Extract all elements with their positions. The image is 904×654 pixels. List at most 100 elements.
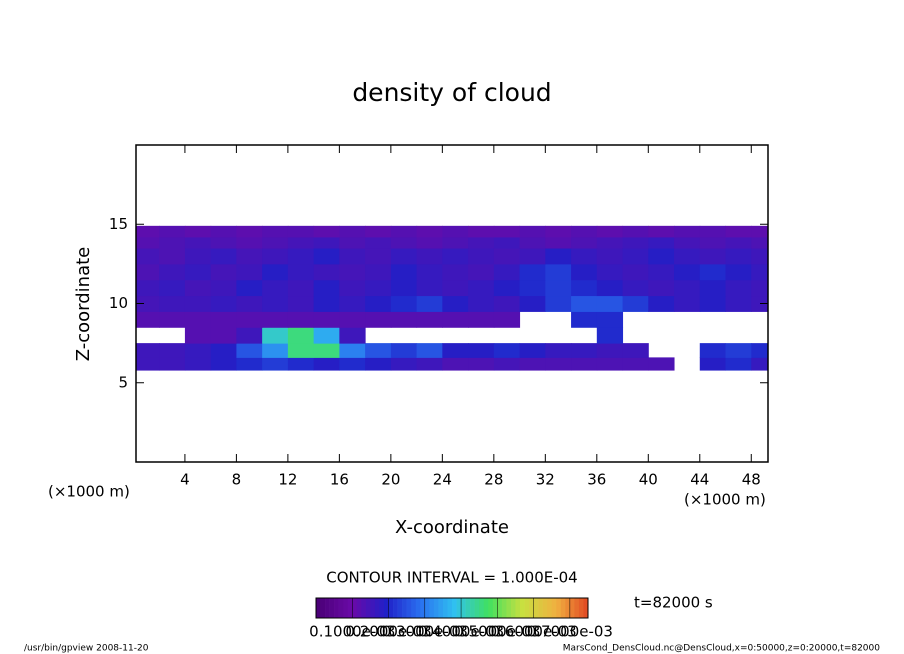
x-tick-label: 44 xyxy=(690,471,709,489)
cell xyxy=(596,279,624,297)
cell xyxy=(519,263,546,281)
colorbar-swatch xyxy=(415,598,421,618)
cell xyxy=(674,236,701,249)
cell xyxy=(545,248,572,265)
y-axis-label: Z-coordinate xyxy=(73,247,94,362)
cell xyxy=(390,279,418,297)
cell xyxy=(236,263,263,281)
colorbar-swatch xyxy=(556,598,562,618)
colorbar-tick-label: 0.4000e-03 xyxy=(418,623,504,641)
cell xyxy=(262,295,289,312)
cell xyxy=(210,248,237,265)
cell xyxy=(571,295,598,312)
cell xyxy=(390,236,418,249)
colorbar-swatch xyxy=(474,598,480,618)
cell xyxy=(339,263,366,281)
cell xyxy=(648,357,675,371)
cell xyxy=(674,248,701,265)
cell xyxy=(545,279,572,297)
cell xyxy=(313,357,340,371)
cell xyxy=(725,236,752,249)
cell xyxy=(287,311,315,328)
cell xyxy=(390,225,418,238)
cell xyxy=(468,343,495,358)
cell xyxy=(262,236,289,249)
cell xyxy=(159,311,186,328)
cell xyxy=(210,236,237,249)
cell xyxy=(699,357,727,371)
colorbar-swatch xyxy=(361,598,367,618)
cell xyxy=(236,357,263,371)
colorbar-swatch xyxy=(542,598,548,618)
cell xyxy=(365,225,392,238)
cell xyxy=(184,311,212,328)
colorbar-swatch xyxy=(343,598,349,618)
cell xyxy=(699,279,727,297)
colorbar-swatch xyxy=(452,598,457,618)
x-tick-label: 32 xyxy=(536,471,555,489)
cell xyxy=(287,343,315,358)
cell xyxy=(416,295,443,312)
cell xyxy=(725,343,752,358)
colorbar-tick-label: 0.6000e-03 xyxy=(490,623,576,641)
cell xyxy=(365,357,392,371)
cell xyxy=(236,311,263,328)
colorbar-swatch xyxy=(402,598,407,618)
cell xyxy=(442,236,469,249)
cell xyxy=(159,343,186,358)
colorbar-swatch xyxy=(406,598,412,618)
cell xyxy=(545,357,572,371)
cell xyxy=(751,279,768,297)
colorbar-swatch xyxy=(461,598,466,618)
x-tick-label: 12 xyxy=(278,471,297,489)
cell xyxy=(493,263,521,281)
cell xyxy=(493,236,521,249)
cell xyxy=(571,357,598,371)
cell xyxy=(184,225,212,238)
cell xyxy=(648,295,675,312)
cell xyxy=(468,279,495,297)
cell xyxy=(751,225,768,238)
cell xyxy=(468,225,495,238)
cell xyxy=(184,327,212,344)
cell xyxy=(262,343,289,358)
cell xyxy=(416,311,443,328)
cell xyxy=(365,311,392,328)
colorbar-swatch xyxy=(497,598,503,618)
cell xyxy=(596,357,624,371)
colorbar-swatch xyxy=(438,598,444,618)
cell xyxy=(725,225,752,238)
cell xyxy=(339,236,366,249)
cell xyxy=(339,248,366,265)
cell xyxy=(596,236,624,249)
cell xyxy=(648,236,675,249)
cell xyxy=(545,236,572,249)
x-tick-label: 36 xyxy=(587,471,606,489)
colorbar-swatch xyxy=(393,598,398,618)
x-tick-label: 16 xyxy=(330,471,349,489)
cell xyxy=(136,263,160,281)
cell xyxy=(571,279,598,297)
colorbar-swatch xyxy=(479,598,485,618)
cell xyxy=(365,236,392,249)
cell xyxy=(674,263,701,281)
cell xyxy=(622,343,649,358)
cell xyxy=(622,248,649,265)
cell xyxy=(442,343,469,358)
cell xyxy=(648,225,675,238)
cell xyxy=(622,295,649,312)
colorbar-swatch xyxy=(520,598,525,618)
colorbar-swatch xyxy=(442,598,448,618)
colorbar-swatch xyxy=(329,598,335,618)
cell xyxy=(416,279,443,297)
colorbar-swatch xyxy=(370,598,376,618)
cell xyxy=(416,343,443,358)
x-tick-label: 48 xyxy=(742,471,761,489)
cell xyxy=(287,263,315,281)
cell xyxy=(571,248,598,265)
cell xyxy=(699,263,727,281)
x-tick-label: 8 xyxy=(232,471,242,489)
colorbar-swatch xyxy=(501,598,507,618)
cell xyxy=(236,225,263,238)
